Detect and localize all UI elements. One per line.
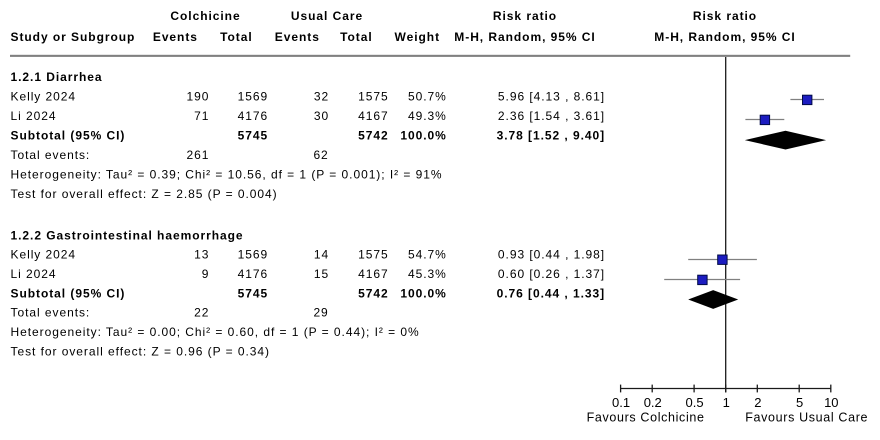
svg-text:14: 14 <box>314 248 329 262</box>
svg-text:1569: 1569 <box>238 248 269 262</box>
svg-text:Kelly 2024: Kelly 2024 <box>11 248 77 262</box>
svg-text:1: 1 <box>723 395 730 410</box>
svg-text:5.96 [4.13 , 8.61]: 5.96 [4.13 , 8.61] <box>498 90 605 104</box>
svg-text:Risk ratio: Risk ratio <box>493 9 557 23</box>
svg-text:49.3%: 49.3% <box>408 109 447 123</box>
svg-text:30: 30 <box>314 109 329 123</box>
svg-text:5745: 5745 <box>238 286 269 300</box>
svg-text:Weight: Weight <box>395 30 440 44</box>
svg-text:5: 5 <box>796 395 803 410</box>
svg-text:0.76 [0.44 , 1.33]: 0.76 [0.44 , 1.33] <box>497 286 606 300</box>
svg-text:71: 71 <box>194 109 209 123</box>
svg-text:62: 62 <box>313 148 328 162</box>
svg-text:Li 2024: Li 2024 <box>11 267 57 281</box>
svg-text:190: 190 <box>187 90 210 104</box>
svg-text:5745: 5745 <box>238 129 269 143</box>
svg-text:Subtotal (95% CI): Subtotal (95% CI) <box>11 129 126 143</box>
svg-text:10: 10 <box>824 395 838 410</box>
svg-text:Heterogeneity: Tau² = 0.00; Ch: Heterogeneity: Tau² = 0.00; Chi² = 0.60,… <box>11 325 420 339</box>
svg-text:0.93 [0.44 , 1.98]: 0.93 [0.44 , 1.98] <box>498 248 605 262</box>
svg-text:2.36 [1.54 , 3.61]: 2.36 [1.54 , 3.61] <box>498 109 605 123</box>
svg-text:0.2: 0.2 <box>644 395 662 410</box>
svg-text:29: 29 <box>313 306 328 320</box>
svg-text:M-H, Random, 95% CI: M-H, Random, 95% CI <box>454 30 595 44</box>
svg-text:Favours Usual Care: Favours Usual Care <box>745 410 868 424</box>
svg-text:Risk ratio: Risk ratio <box>693 9 757 23</box>
svg-text:4176: 4176 <box>238 267 269 281</box>
svg-text:Test for overall effect: Z = 0: Test for overall effect: Z = 0.96 (P = 0… <box>11 344 270 358</box>
svg-text:Usual Care: Usual Care <box>291 9 363 23</box>
svg-text:Heterogeneity: Tau² = 0.39; Ch: Heterogeneity: Tau² = 0.39; Chi² = 10.56… <box>11 167 443 181</box>
svg-text:54.7%: 54.7% <box>408 248 447 262</box>
svg-text:Total: Total <box>220 30 253 44</box>
svg-text:Li 2024: Li 2024 <box>11 109 57 123</box>
svg-text:5742: 5742 <box>358 286 389 300</box>
svg-text:Colchicine: Colchicine <box>170 9 240 23</box>
svg-text:1.2.2 Gastrointestinal haemorr: 1.2.2 Gastrointestinal haemorrhage <box>11 228 244 242</box>
svg-text:22: 22 <box>194 306 209 320</box>
svg-text:0.60 [0.26 , 1.37]: 0.60 [0.26 , 1.37] <box>498 267 605 281</box>
svg-text:261: 261 <box>187 148 210 162</box>
svg-text:Test for overall effect: Z = 2: Test for overall effect: Z = 2.85 (P = 0… <box>11 187 278 201</box>
svg-text:1.2.1 Diarrhea: 1.2.1 Diarrhea <box>11 70 103 84</box>
svg-text:100.0%: 100.0% <box>400 286 446 300</box>
svg-text:Subtotal (95% CI): Subtotal (95% CI) <box>11 286 126 300</box>
svg-text:Events: Events <box>275 30 320 44</box>
svg-text:Study or Subgroup: Study or Subgroup <box>11 30 136 44</box>
svg-text:1575: 1575 <box>358 90 389 104</box>
svg-text:4167: 4167 <box>358 109 389 123</box>
svg-text:Kelly 2024: Kelly 2024 <box>11 90 77 104</box>
svg-text:1575: 1575 <box>358 248 389 262</box>
svg-text:15: 15 <box>314 267 329 281</box>
svg-text:45.3%: 45.3% <box>408 267 447 281</box>
svg-text:Events: Events <box>153 30 198 44</box>
svg-text:9: 9 <box>202 267 210 281</box>
svg-text:1569: 1569 <box>238 90 269 104</box>
svg-text:Total events:: Total events: <box>11 306 91 320</box>
svg-text:100.0%: 100.0% <box>400 129 446 143</box>
svg-text:13: 13 <box>194 248 209 262</box>
svg-text:Total events:: Total events: <box>11 148 91 162</box>
svg-text:4176: 4176 <box>238 109 269 123</box>
svg-text:5742: 5742 <box>358 129 389 143</box>
svg-text:50.7%: 50.7% <box>408 90 447 104</box>
svg-text:3.78 [1.52 , 9.40]: 3.78 [1.52 , 9.40] <box>497 129 606 143</box>
svg-text:M-H, Random, 95% CI: M-H, Random, 95% CI <box>654 30 795 44</box>
svg-text:2: 2 <box>754 395 761 410</box>
svg-text:0.5: 0.5 <box>686 395 704 410</box>
svg-text:4167: 4167 <box>358 267 389 281</box>
svg-text:32: 32 <box>314 90 329 104</box>
svg-text:0.1: 0.1 <box>612 395 630 410</box>
svg-text:Total: Total <box>340 30 373 44</box>
svg-text:Favours Colchicine: Favours Colchicine <box>587 410 705 424</box>
